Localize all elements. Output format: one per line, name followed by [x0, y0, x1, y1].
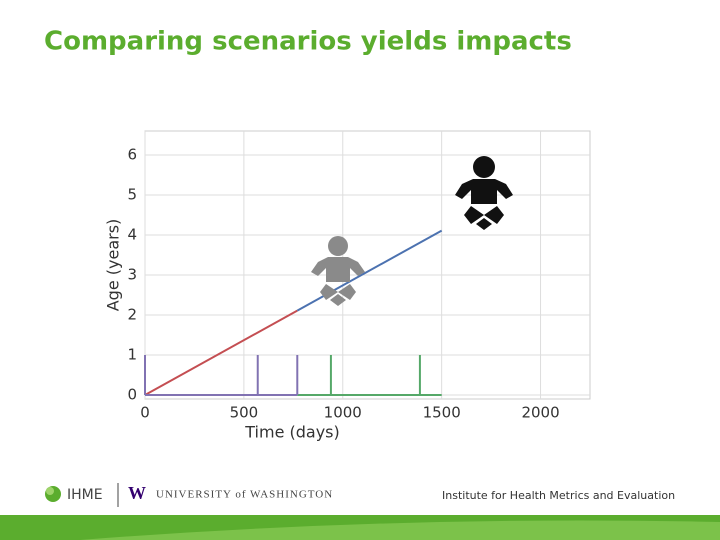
series-line	[144, 309, 298, 396]
uw-logo: W	[128, 483, 146, 503]
y-tick-label: 3	[127, 266, 137, 284]
x-tick-label: 2000	[521, 404, 559, 422]
chart: 0 500 1000 1500 2000 0 1 2 3 4 5 6 Time (days) Age (y…	[104, 130, 591, 442]
x-tick-label: 500	[230, 404, 259, 422]
y-tick-label: 1	[127, 346, 137, 364]
institute-text: Institute for Health Metrics and Evaluat…	[442, 489, 675, 502]
university-text: UNIVERSITY of WASHINGTON	[156, 489, 333, 501]
x-tick-label: 1500	[423, 404, 461, 422]
y-axis-label: Age (years)	[104, 219, 123, 312]
y-tick-label: 6	[127, 146, 137, 164]
y-tick-label: 0	[127, 386, 137, 404]
footer-band-highlight	[80, 520, 720, 540]
ihme-text: IHME	[67, 487, 103, 503]
series-line	[296, 229, 443, 312]
x-axis-label: Time (days)	[244, 423, 340, 442]
x-tick-label: 0	[140, 404, 150, 422]
y-tick-label: 2	[127, 306, 137, 324]
ihme-logo-highlight	[46, 487, 54, 495]
baby-icon-grey	[311, 236, 365, 306]
baby-icon-black	[455, 156, 513, 230]
y-tick-label: 5	[127, 186, 137, 204]
y-tick-label: 4	[127, 226, 137, 244]
x-tick-label: 1000	[324, 404, 362, 422]
slide-title: Comparing scenarios yields impacts	[44, 27, 572, 57]
